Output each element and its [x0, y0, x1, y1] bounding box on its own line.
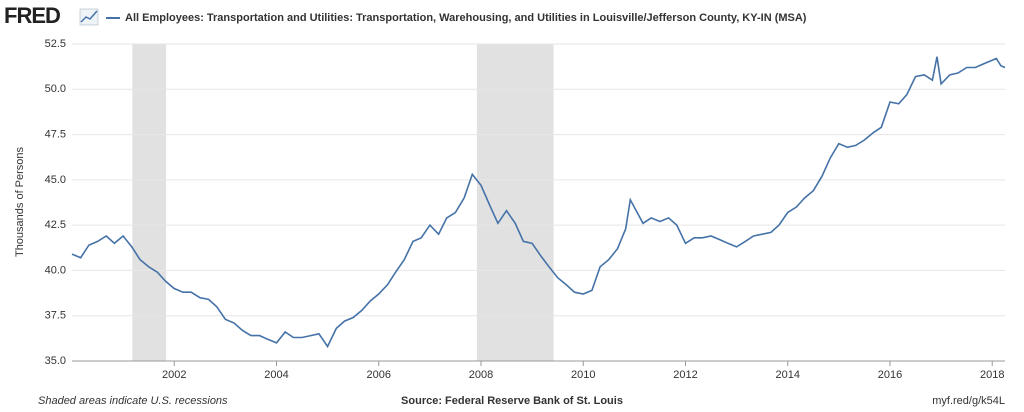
y-tick-label: 42.5: [45, 219, 66, 231]
y-tick-label: 47.5: [45, 128, 66, 140]
x-tick-label: 2016: [878, 369, 902, 381]
footer-source: Source: Federal Reserve Bank of St. Loui…: [401, 395, 623, 407]
footer-note: Shaded areas indicate U.S. recessions: [38, 395, 228, 407]
x-tick-label: 2004: [264, 369, 288, 381]
y-tick-label: 50.0: [45, 83, 66, 95]
x-tick-label: 2012: [673, 369, 697, 381]
footer-link: myf.red/g/k54L: [932, 395, 1005, 407]
y-tick-label: 45.0: [45, 174, 66, 186]
recession-band: [132, 44, 167, 361]
recession-band: [476, 44, 554, 361]
y-tick-label: 52.5: [45, 38, 66, 50]
x-tick-label: 2002: [162, 369, 186, 381]
y-tick-label: 40.0: [45, 264, 66, 276]
logo: FRED: [4, 3, 60, 28]
y-tick-label: 37.5: [45, 310, 66, 322]
logo-icon: [79, 8, 99, 26]
y-tick-label: 35.0: [45, 355, 66, 367]
y-axis-label: Thousands of Persons: [14, 146, 26, 257]
legend-label: All Employees: Transportation and Utilit…: [125, 12, 807, 24]
x-tick-label: 2014: [775, 369, 799, 381]
x-tick-label: 2018: [980, 369, 1004, 381]
x-tick-label: 2008: [469, 369, 493, 381]
x-tick-label: 2006: [366, 369, 390, 381]
data-line: [71, 56, 1006, 349]
x-tick-label: 2010: [571, 369, 595, 381]
